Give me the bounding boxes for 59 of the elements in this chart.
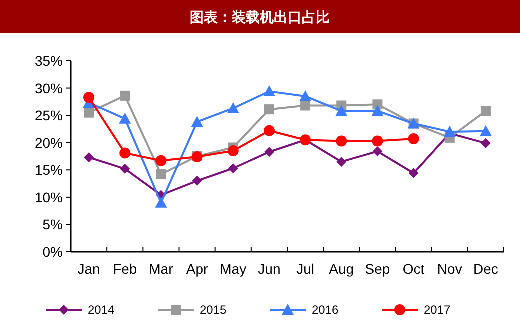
x-tick-label: Apr <box>186 261 209 277</box>
point <box>263 86 276 97</box>
x-tick-label: Nov <box>437 261 462 277</box>
point <box>156 170 166 180</box>
y-tick-label: 25% <box>34 108 63 124</box>
legend-label: 2014 <box>88 303 116 317</box>
point <box>119 112 132 124</box>
point <box>84 108 94 118</box>
y-tick-label: 35% <box>34 53 63 69</box>
point <box>264 125 275 136</box>
point <box>228 164 238 174</box>
x-tick-label: May <box>220 261 247 277</box>
y-tick-label: 5% <box>42 216 63 233</box>
point <box>372 105 384 116</box>
x-tick-label: Feb <box>113 261 138 277</box>
point <box>372 146 383 157</box>
point <box>336 136 348 147</box>
y-tick-label: 0% <box>42 244 63 260</box>
x-tick-label: Jan <box>78 261 100 277</box>
point <box>264 147 274 158</box>
x-tick-label: Mar <box>149 261 174 277</box>
point <box>120 90 130 101</box>
x-tick-label: Jul <box>296 261 314 277</box>
point <box>336 156 347 167</box>
point <box>227 102 240 114</box>
point <box>156 155 167 166</box>
point <box>372 136 384 147</box>
point <box>84 152 94 163</box>
point <box>480 106 491 116</box>
point <box>120 148 131 159</box>
legend-label: 2015 <box>200 303 228 317</box>
y-tick-label: 10% <box>34 189 63 206</box>
point <box>120 164 130 174</box>
point <box>408 168 419 178</box>
point <box>155 196 168 208</box>
x-tick-label: Jun <box>258 261 281 277</box>
x-tick-label: Sep <box>365 261 390 277</box>
point <box>84 92 95 104</box>
point <box>192 176 202 186</box>
y-tick-label: 15% <box>34 162 63 178</box>
x-tick-label: Dec <box>474 261 498 277</box>
x-tick-label: Oct <box>402 261 425 277</box>
y-tick-label: 20% <box>34 134 63 151</box>
point <box>191 116 204 128</box>
point <box>336 105 348 116</box>
point <box>300 90 312 102</box>
point <box>300 100 311 111</box>
point <box>264 104 274 115</box>
y-tick-label: 30% <box>34 80 63 96</box>
point <box>408 134 420 145</box>
legend-label: 2017 <box>424 303 452 317</box>
point <box>372 100 383 110</box>
point <box>228 146 239 157</box>
point <box>444 126 456 137</box>
x-tick-label: Aug <box>329 261 354 277</box>
legend-label: 2016 <box>312 303 340 317</box>
chart-title: 图表：装载机出口占比 <box>190 9 330 25</box>
point <box>480 125 492 136</box>
point <box>480 138 491 148</box>
